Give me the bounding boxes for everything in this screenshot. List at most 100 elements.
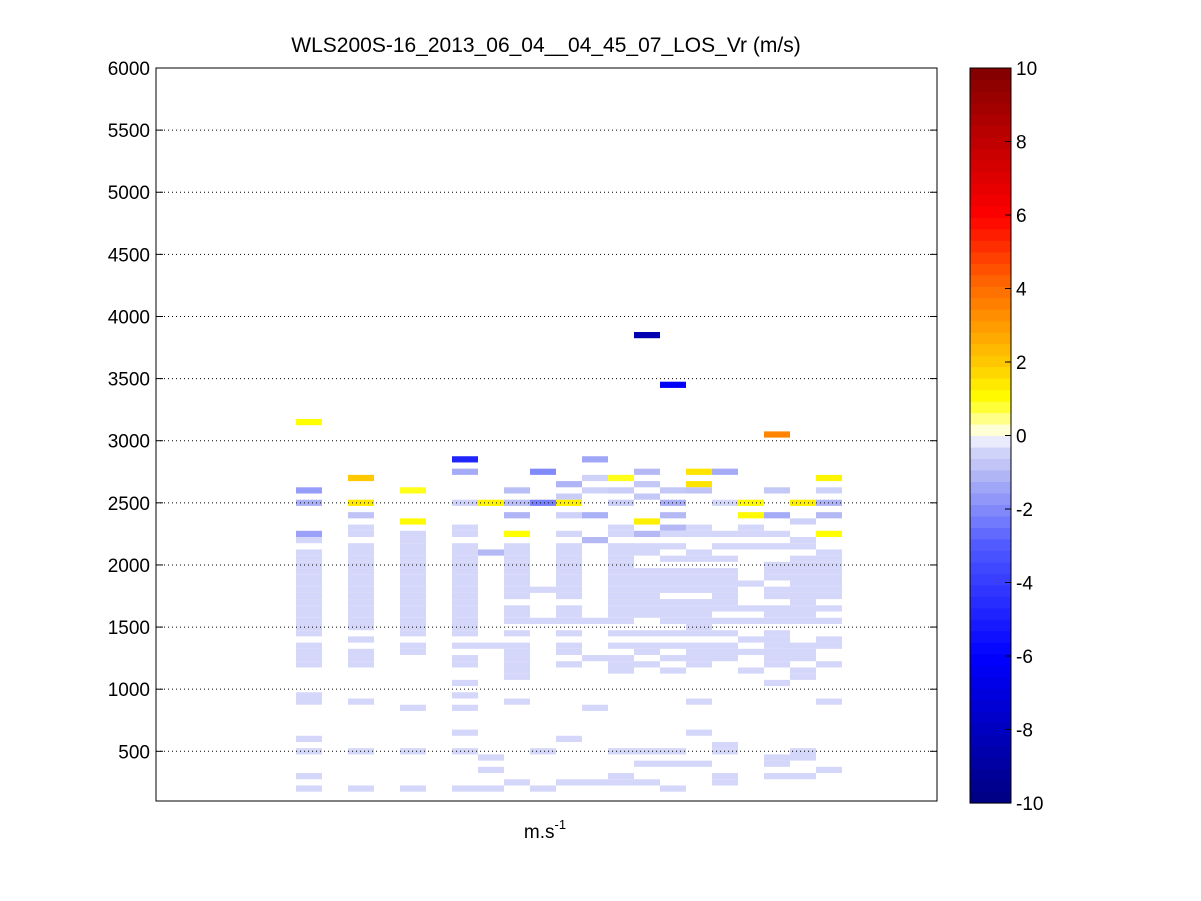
heatmap-cell: [556, 617, 582, 624]
heatmap-cell: [504, 673, 530, 680]
colorbar-segment: [970, 90, 1011, 104]
heatmap-cell: [608, 555, 634, 562]
heatmap-cell: [556, 661, 582, 668]
heatmap-cell: [400, 617, 426, 624]
heatmap-cell: [660, 543, 686, 550]
colorbar-segment: [970, 630, 1011, 643]
heatmap-cell: [738, 667, 764, 674]
heatmap-cell: [816, 555, 842, 562]
colorbar-segment: [970, 217, 1011, 230]
heatmap-cell: [660, 611, 686, 618]
colorbar-segment: [970, 481, 1011, 494]
colorbar-segment: [970, 446, 1011, 460]
heatmap-cell: [556, 735, 582, 742]
x-axis-label-text: m.s: [524, 822, 555, 843]
heatmap-cell: [790, 518, 816, 525]
colorbar-segment: [970, 561, 1011, 574]
heatmap-cell: [452, 599, 478, 606]
heatmap-cell: [712, 592, 738, 600]
chart-title: WLS200S-16_2013_06_04__04_45_07_LOS_Vr (…: [291, 34, 800, 57]
heatmap-cell: [400, 599, 426, 606]
colorbar-tick-label: -10: [1016, 794, 1043, 815]
colorbar-segment: [970, 320, 1011, 333]
heatmap-cell: [556, 642, 582, 649]
heatmap-cell: [790, 568, 816, 575]
heatmap-cell: [452, 692, 478, 699]
heatmap-cell: [348, 580, 374, 587]
heatmap-cell: [400, 518, 426, 525]
heatmap-cell: [556, 543, 582, 550]
colorbar-segment: [970, 469, 1011, 483]
heatmap-cell: [608, 586, 634, 593]
colorbar-segment: [970, 378, 1011, 391]
colorbar-segment: [970, 757, 1011, 770]
heatmap-cell: [686, 599, 712, 606]
colorbar-segment: [970, 125, 1011, 138]
heatmap-cell: [400, 549, 426, 556]
heatmap-cell: [452, 729, 478, 736]
heatmap-cell: [634, 748, 660, 755]
heatmap-cell: [556, 530, 582, 537]
y-tick-label: 3000: [108, 432, 150, 453]
heatmap-cell: [348, 605, 374, 612]
heatmap-cell: [816, 586, 842, 593]
heatmap-cell: [504, 586, 530, 593]
heatmap-cell: [400, 530, 426, 537]
colorbar-segment: [970, 699, 1011, 712]
heatmap-cell: [816, 568, 842, 575]
heatmap-cell: [634, 530, 660, 537]
heatmap-cell: [634, 779, 660, 786]
heatmap-cell: [816, 487, 842, 494]
heatmap-cell: [608, 605, 634, 612]
heatmap-cell: [582, 536, 608, 544]
colorbar-segment: [970, 297, 1011, 310]
heatmap-cell: [452, 605, 478, 612]
heatmap-cell: [504, 661, 530, 668]
heatmap-cell: [712, 630, 738, 637]
heatmap-cell: [400, 648, 426, 656]
y-tick-label: 4500: [108, 245, 150, 266]
colorbar-segment: [970, 665, 1011, 678]
heatmap-cell: [712, 586, 738, 593]
y-tick-label: 1000: [108, 680, 150, 701]
heatmap-cell: [608, 655, 634, 662]
heatmap-cell: [296, 661, 322, 668]
colorbar-segment: [970, 607, 1011, 620]
heatmap-cell: [452, 704, 478, 711]
heatmap-cell: [452, 655, 478, 662]
heatmap-cell: [686, 555, 712, 562]
heatmap-cell: [296, 735, 322, 742]
heatmap-cell: [400, 555, 426, 562]
heatmap-cell: [712, 599, 738, 606]
heatmap-cell: [608, 661, 634, 668]
heatmap-cell: [660, 512, 686, 519]
heatmap-cell: [816, 642, 842, 649]
heatmap-cell: [634, 518, 660, 525]
heatmap-cell: [686, 729, 712, 736]
heatmap-cell: [660, 555, 686, 562]
heatmap-cell: [790, 561, 816, 569]
heatmap-cell: [634, 481, 660, 488]
heatmap-cell: [764, 661, 790, 668]
heatmap-cell: [738, 512, 764, 519]
heatmap-cell: [790, 586, 816, 593]
heatmap-cell: [400, 785, 426, 792]
heatmap-cell: [738, 605, 764, 612]
heatmap-cell: [296, 568, 322, 575]
heatmap-cell: [400, 543, 426, 550]
colorbar-segment: [970, 722, 1011, 735]
colorbar-segment: [970, 182, 1011, 195]
heatmap-cell: [608, 574, 634, 581]
heatmap-cell: [738, 580, 764, 587]
colorbar: [969, 67, 1012, 804]
heatmap-cell: [816, 592, 842, 600]
heatmap-cell: [790, 555, 816, 562]
heatmap-cell: [478, 754, 504, 761]
heatmap-cell: [660, 655, 686, 662]
colorbar-segment: [970, 401, 1011, 414]
heatmap-cell: [608, 543, 634, 550]
colorbar-segment: [970, 711, 1011, 724]
heatmap-cell: [504, 617, 530, 624]
colorbar-segment: [970, 676, 1011, 689]
heatmap-cell: [452, 456, 478, 463]
